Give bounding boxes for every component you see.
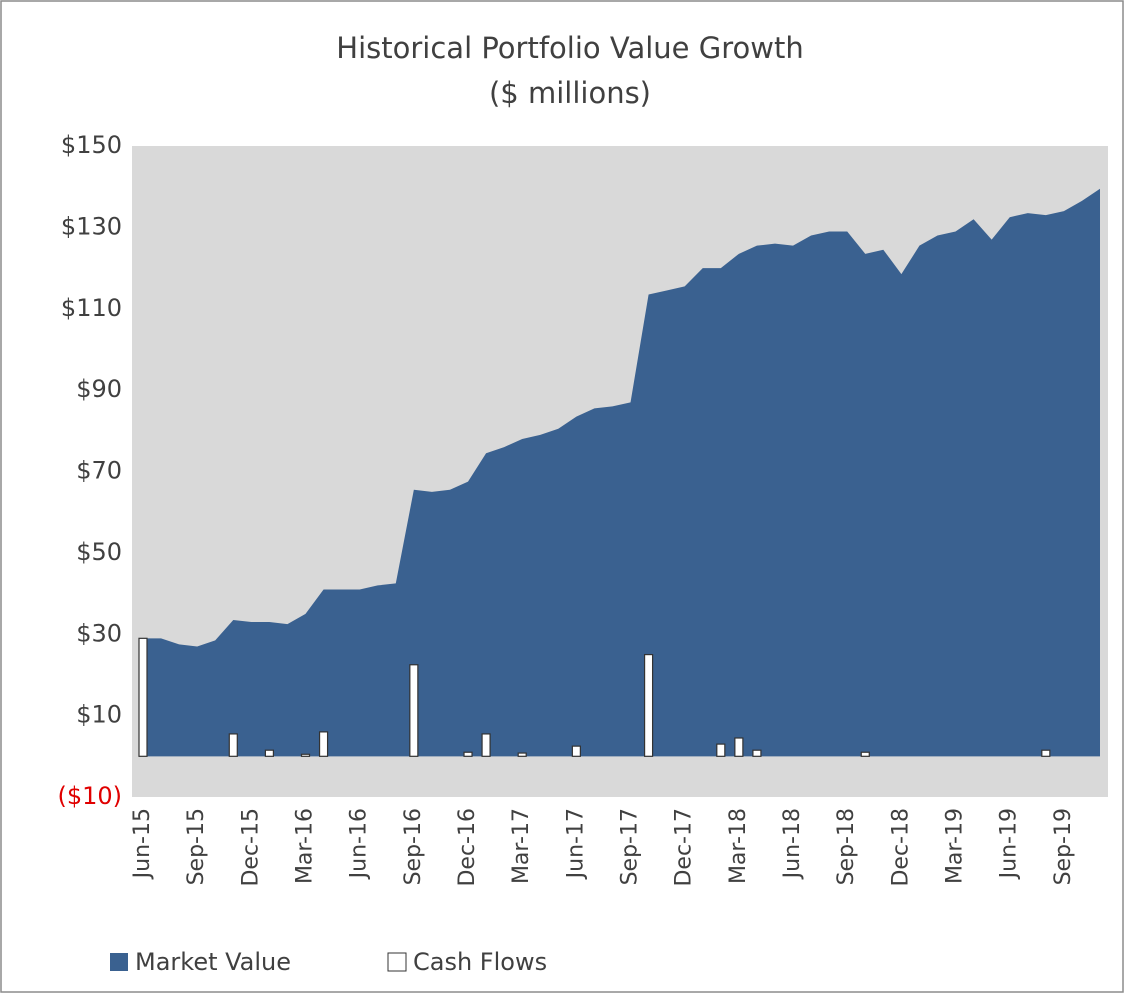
y-tick-label: $70 — [76, 457, 122, 485]
x-tick-label: Dec-17 — [672, 808, 697, 887]
x-tick-label: Mar-16 — [293, 808, 318, 884]
y-tick-label: $10 — [76, 701, 122, 729]
x-tick-label: Jun-16 — [347, 808, 372, 880]
x-tick-label: Mar-19 — [943, 808, 968, 884]
x-tick-label: Sep-15 — [184, 808, 209, 885]
area — [143, 188, 1100, 757]
x-tick-label: Sep-19 — [1051, 808, 1076, 885]
legend-swatch — [110, 953, 128, 971]
bar — [318, 731, 329, 757]
x-tick-label: Dec-16 — [455, 808, 480, 887]
x-tick-label: Sep-18 — [834, 808, 859, 885]
bar — [463, 751, 473, 757]
x-tick-label: Sep-16 — [401, 808, 426, 885]
legend-label: Cash Flows — [413, 948, 547, 976]
x-tick-label: Dec-18 — [888, 808, 913, 887]
y-tick-label: $30 — [76, 619, 122, 647]
bar — [643, 653, 654, 757]
bar — [752, 749, 762, 757]
bar — [264, 749, 274, 757]
y-tick-label: $130 — [61, 212, 122, 240]
chart-subtitle: ($ millions) — [489, 76, 651, 110]
x-tick-label: Dec-15 — [238, 808, 263, 887]
x-tick-label: Mar-18 — [726, 808, 751, 884]
legend-label: Market Value — [135, 948, 291, 976]
chart-title: Historical Portfolio Value Growth — [336, 31, 803, 65]
x-tick-label: Jun-17 — [563, 808, 588, 880]
y-tick-label: $90 — [76, 375, 122, 403]
bar — [860, 751, 870, 757]
bar — [1041, 749, 1051, 757]
bar — [734, 737, 744, 757]
bar — [716, 743, 726, 757]
bar — [517, 752, 527, 757]
y-tick-label: $50 — [76, 538, 122, 566]
x-tick-label: Jun-18 — [780, 808, 805, 880]
y-tick-label: $150 — [61, 131, 122, 159]
bar — [228, 733, 238, 757]
x-tick-label: Mar-17 — [509, 808, 534, 884]
bar — [300, 753, 311, 757]
y-tick-label: $110 — [61, 294, 122, 322]
bar — [481, 733, 491, 757]
y-tick-label: ($10) — [57, 782, 122, 810]
legend-swatch — [387, 952, 407, 972]
bar — [571, 745, 581, 757]
x-tick-label: Jun-19 — [997, 808, 1022, 880]
x-tick-label: Jun-15 — [130, 808, 155, 880]
x-tick-label: Sep-17 — [618, 808, 643, 885]
bar — [138, 637, 148, 757]
bar — [409, 664, 419, 757]
